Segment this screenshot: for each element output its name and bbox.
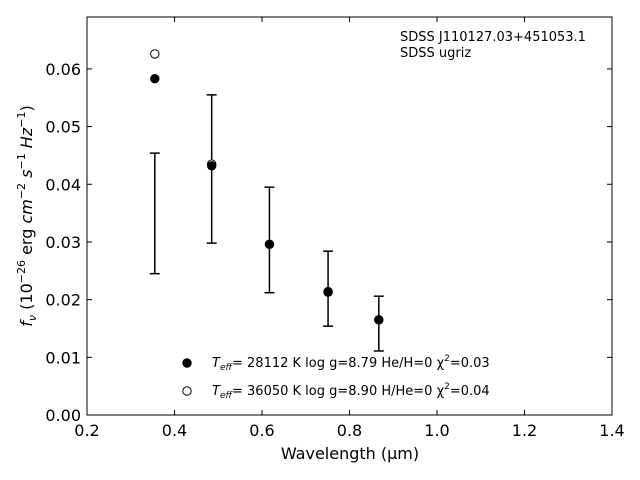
legend-marker-open [182, 386, 192, 396]
x-tick-label: 0.6 [249, 421, 274, 440]
filter-set-annotation: SDSS ugriz [400, 46, 471, 61]
x-axis-ticks: 0.2 0.4 0.6 0.8 1.0 1.2 1.4 [74, 17, 625, 440]
error-bars [149, 94, 384, 352]
y-tick-label: 0.03 [45, 233, 81, 252]
legend: Teff= 28112 K log g=8.79 He/H=0 χ2=0.03 … [182, 354, 490, 401]
object-name-annotation: SDSS J110127.03+451053.1 [400, 30, 586, 45]
model-point-filled [264, 239, 275, 249]
x-tick-label: 0.4 [162, 421, 187, 440]
data-points [150, 49, 384, 325]
model-point-filled [374, 315, 384, 325]
y-tick-label: 0.04 [45, 175, 81, 194]
y-axis-ticks: 0.00 0.01 0.02 0.03 0.04 0.05 0.06 [45, 60, 612, 425]
x-axis-label: Wavelength (μm) [281, 444, 419, 463]
model-point-filled [206, 161, 217, 171]
model-point-filled [323, 287, 333, 297]
y-tick-label: 0.01 [45, 348, 81, 367]
legend-entry-2: Teff= 36050 K log g=8.90 H/He=0 χ2=0.04 [212, 382, 490, 401]
y-tick-label: 0.00 [45, 406, 81, 425]
y-tick-label: 0.02 [45, 291, 81, 310]
legend-marker-filled [182, 358, 192, 368]
x-tick-label: 1.4 [599, 421, 624, 440]
y-axis-label: fν (10−26 erg cm−2 s−1 Hz−1) [15, 105, 39, 326]
y-tick-label: 0.06 [45, 60, 81, 79]
x-tick-label: 0.2 [74, 421, 99, 440]
x-tick-label: 0.8 [337, 421, 362, 440]
x-tick-label: 1.0 [424, 421, 449, 440]
legend-entry-1: Teff= 28112 K log g=8.79 He/H=0 χ2=0.03 [212, 354, 490, 373]
model-point-open [150, 49, 160, 59]
model-point-filled [150, 74, 160, 84]
x-tick-label: 1.2 [512, 421, 537, 440]
y-tick-label: 0.05 [45, 118, 81, 137]
